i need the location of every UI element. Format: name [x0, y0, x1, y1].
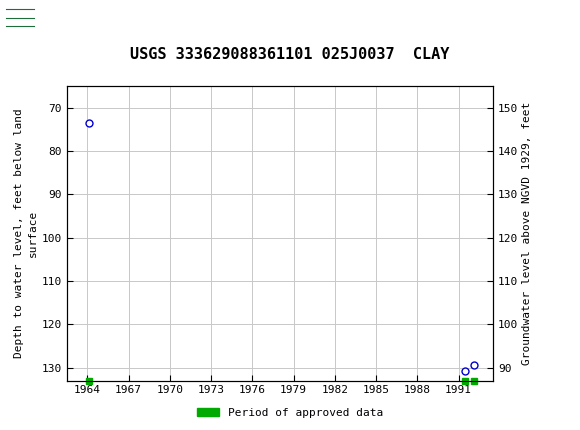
- Text: USGS: USGS: [39, 9, 95, 27]
- Legend: Period of approved data: Period of approved data: [193, 403, 387, 422]
- FancyBboxPatch shape: [5, 3, 37, 32]
- Text: USGS 333629088361101 025J0037  CLAY: USGS 333629088361101 025J0037 CLAY: [130, 47, 450, 62]
- Y-axis label: Groundwater level above NGVD 1929, feet: Groundwater level above NGVD 1929, feet: [522, 101, 532, 365]
- Y-axis label: Depth to water level, feet below land
surface: Depth to water level, feet below land su…: [14, 108, 38, 358]
